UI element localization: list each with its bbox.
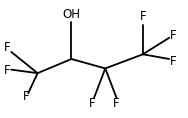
Text: F: F xyxy=(89,97,96,110)
Text: F: F xyxy=(23,90,30,103)
Text: F: F xyxy=(4,64,11,77)
Text: F: F xyxy=(170,55,176,68)
Text: OH: OH xyxy=(62,8,80,21)
Text: F: F xyxy=(139,10,146,23)
Text: F: F xyxy=(113,97,120,110)
Text: F: F xyxy=(4,41,11,54)
Text: F: F xyxy=(170,29,176,42)
